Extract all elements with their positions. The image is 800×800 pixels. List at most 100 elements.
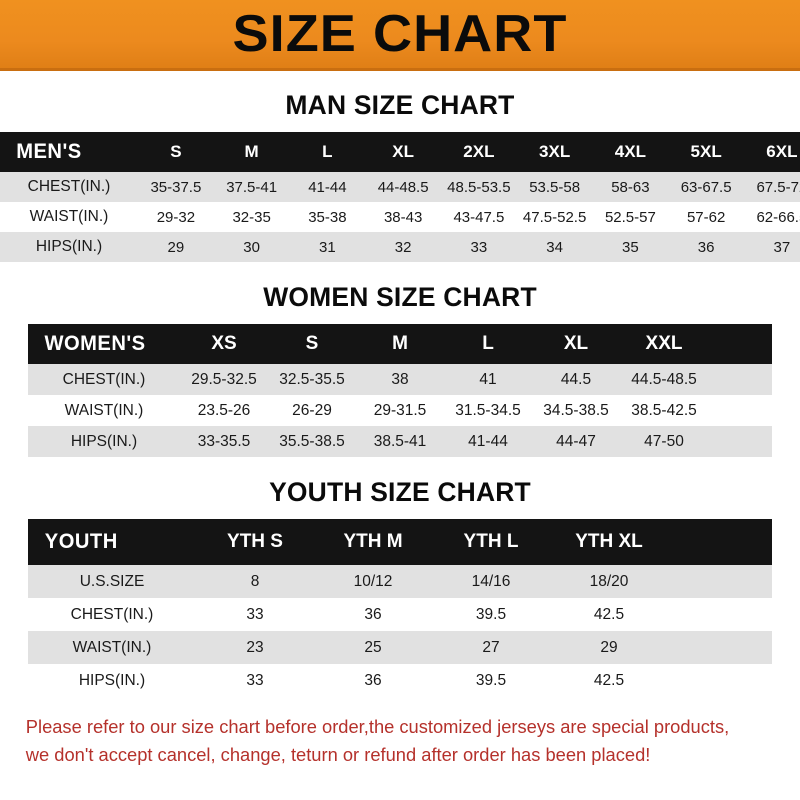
women-size-col-xxl: XXL [645, 333, 683, 354]
table-row: WAIST(IN.) 29-32 32-35 35-38 38-43 43-47… [0, 202, 800, 232]
women-size-table: WOMEN'S XS S M L XL XXL CHEST(IN.) 29.5-… [28, 324, 772, 457]
man-hips-2xl: 33 [470, 238, 488, 256]
man-hips-5xl: 36 [697, 238, 715, 256]
man-hips-label: HIPS(IN.) [35, 238, 103, 255]
youth-waist-xl: 29 [600, 638, 618, 656]
youth-ussize-spacer [668, 565, 772, 598]
women-size-col-l: L [482, 333, 494, 354]
table-row: CHEST(IN.) 29.5-32.5 32.5-35.5 38 41 44.… [28, 364, 772, 395]
man-waist-l: 35-38 [308, 208, 347, 226]
youth-chest-m: 36 [364, 605, 382, 623]
women-waist-xxl: 38.5-42.5 [631, 401, 697, 419]
man-chest-6xl: 67.5-72 [756, 178, 800, 196]
women-header-spacer [708, 324, 772, 364]
man-hips-3xl: 34 [546, 238, 563, 256]
women-waist-spacer [708, 395, 772, 426]
youth-ussize-l: 14/16 [471, 572, 511, 590]
man-chest-4xl: 58-63 [611, 178, 650, 196]
women-waist-s: 26-29 [292, 401, 332, 419]
youth-hips-m: 36 [364, 671, 382, 689]
man-hips-m: 30 [243, 238, 260, 256]
man-table-header-row: MEN'S S M L XL 2XL 3XL 4XL 5XL 6XL [0, 132, 800, 172]
table-row: CHEST(IN.) 33 36 39.5 42.5 [28, 598, 772, 631]
women-chest-xxl: 44.5-48.5 [631, 370, 697, 388]
women-size-col-xl: XL [563, 333, 589, 354]
youth-ussize-m: 10/12 [353, 572, 393, 590]
man-size-col-5xl: 5XL [690, 142, 722, 161]
youth-waist-spacer [668, 631, 772, 664]
man-waist-3xl: 47.5-52.5 [522, 208, 587, 226]
table-row: CHEST(IN.) 35-37.5 37.5-41 41-44 44-48.5… [0, 172, 800, 202]
women-chest-spacer [708, 364, 772, 395]
youth-chest-l: 39.5 [475, 605, 507, 623]
order-policy-line-2: we don't accept cancel, change, teturn o… [25, 744, 651, 766]
man-chest-3xl: 53.5-58 [529, 178, 581, 196]
man-size-col-xl: XL [392, 142, 414, 161]
women-waist-label: WAIST(IN.) [64, 401, 144, 419]
man-waist-2xl: 43-47.5 [453, 208, 505, 226]
youth-chest-spacer [668, 598, 772, 631]
man-size-col-l: L [322, 142, 333, 161]
man-waist-xl: 38-43 [383, 208, 423, 226]
page-title: SIZE CHART [232, 5, 568, 63]
order-policy-line-1: Please refer to our size chart before or… [25, 716, 730, 737]
women-chest-label: CHEST(IN.) [62, 370, 146, 388]
women-hips-m: 38.5-41 [373, 432, 427, 450]
man-size-col-4xl: 4XL [614, 142, 646, 161]
youth-waist-m: 25 [364, 638, 382, 656]
man-chest-xl: 44-48.5 [377, 178, 429, 196]
women-chest-xl: 44.5 [560, 370, 592, 388]
man-row-header-label: MEN'S [16, 140, 82, 163]
women-chest-s: 32.5-35.5 [279, 370, 345, 388]
youth-header-spacer [668, 519, 772, 565]
women-hips-xl: 44-47 [556, 432, 596, 450]
youth-size-col-xl: YTH XL [575, 531, 643, 552]
man-size-col-2xl: 2XL [463, 142, 495, 161]
table-row: HIPS(IN.) 29 30 31 32 33 34 35 36 37 [0, 232, 800, 262]
table-row: U.S.SIZE 8 10/12 14/16 18/20 [28, 565, 772, 598]
man-waist-4xl: 52.5-57 [604, 208, 656, 226]
man-hips-4xl: 35 [622, 238, 639, 256]
women-hips-l: 41-44 [468, 432, 508, 450]
order-policy-note: Please refer to our size chart before or… [4, 713, 796, 769]
youth-chest-xl: 42.5 [593, 605, 625, 623]
page-banner: SIZE CHART [0, 0, 800, 71]
man-chest-m: 37.5-41 [226, 178, 278, 196]
women-hips-spacer [708, 426, 772, 457]
man-hips-xl: 32 [394, 238, 412, 256]
youth-chest-label: CHEST(IN.) [70, 605, 154, 623]
table-row: WAIST(IN.) 23.5-26 26-29 29-31.5 31.5-34… [28, 395, 772, 426]
man-waist-m: 32-35 [232, 208, 271, 226]
women-hips-xxl: 47-50 [644, 432, 684, 450]
women-hips-label: HIPS(IN.) [70, 432, 138, 450]
women-waist-xl: 34.5-38.5 [543, 401, 609, 419]
youth-ussize-s: 8 [250, 572, 260, 590]
table-row: WAIST(IN.) 23 25 27 29 [28, 631, 772, 664]
youth-hips-xl: 42.5 [593, 671, 625, 689]
youth-table-header-row: YOUTH YTH S YTH M YTH L YTH XL [28, 519, 772, 565]
youth-hips-label: HIPS(IN.) [78, 671, 146, 689]
youth-size-col-m: YTH M [343, 531, 403, 552]
women-size-col-m: M [392, 333, 408, 354]
man-hips-l: 31 [319, 238, 336, 256]
youth-section-title: YOUTH SIZE CHART [269, 477, 531, 507]
youth-size-table: YOUTH YTH S YTH M YTH L YTH XL U.S.SIZE … [28, 519, 772, 697]
table-row: HIPS(IN.) 33-35.5 35.5-38.5 38.5-41 41-4… [28, 426, 772, 457]
man-chest-label: CHEST(IN.) [27, 178, 111, 195]
women-section-title: WOMEN SIZE CHART [263, 282, 537, 312]
youth-hips-s: 33 [246, 671, 264, 689]
women-chest-xs: 29.5-32.5 [191, 370, 257, 388]
man-waist-6xl: 62-66.5 [756, 208, 800, 226]
youth-chest-s: 33 [246, 605, 264, 623]
man-waist-s: 29-32 [156, 208, 196, 226]
youth-size-col-s: YTH S [227, 531, 283, 552]
man-chest-l: 41-44 [308, 178, 347, 196]
youth-ussize-label: U.S.SIZE [79, 572, 145, 590]
women-table-header-row: WOMEN'S XS S M L XL XXL [28, 324, 772, 364]
youth-row-header-label: YOUTH [44, 530, 118, 553]
man-size-col-s: S [170, 142, 182, 161]
women-size-col-xs: XS [211, 333, 237, 354]
man-section-title: MAN SIZE CHART [285, 90, 515, 120]
women-chest-l: 41 [479, 370, 497, 388]
youth-hips-spacer [668, 664, 772, 697]
